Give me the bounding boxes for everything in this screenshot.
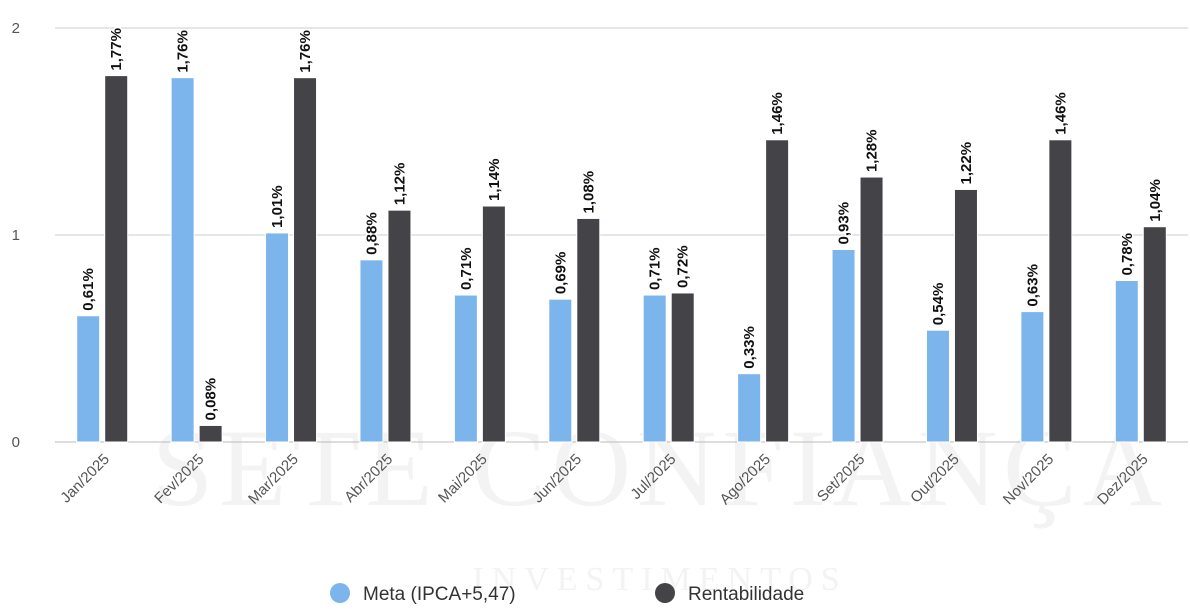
bar-meta (265, 232, 290, 443)
bar-rentabilidade (576, 217, 601, 443)
bar-meta (76, 315, 101, 443)
legend-marker (330, 583, 350, 603)
data-label: 1,76% (175, 30, 192, 73)
data-label: 1,28% (864, 129, 881, 172)
data-label: 0,54% (930, 283, 947, 326)
data-label: 0,63% (1024, 264, 1041, 307)
bar-rentabilidade (387, 209, 412, 443)
bar-rentabilidade (481, 205, 506, 443)
bar-meta (642, 294, 667, 443)
data-label: 0,33% (741, 326, 758, 369)
data-label: 1,01% (269, 185, 286, 228)
bar-rentabilidade (1048, 139, 1073, 443)
data-label: 0,71% (458, 247, 475, 290)
bar-rentabilidade (670, 292, 695, 443)
legend[interactable]: Meta (IPCA+5,47) Rentabilidade (330, 583, 804, 605)
bar-meta (1020, 311, 1045, 443)
legend-label: Rentabilidade (688, 584, 804, 605)
bar-rentabilidade (1142, 226, 1167, 443)
y-tick-label: 0 (12, 434, 20, 451)
bar-meta (359, 259, 384, 443)
data-label: 0,93% (836, 202, 853, 245)
data-label: 0,72% (675, 245, 692, 288)
legend-item[interactable]: Meta (IPCA+5,47) (330, 583, 516, 605)
data-label: 1,22% (958, 142, 975, 185)
legend-label: Meta (IPCA+5,47) (363, 584, 516, 605)
bar-meta (548, 298, 573, 443)
bar-meta (925, 329, 950, 443)
data-label: 1,12% (391, 163, 408, 206)
bars (76, 75, 1167, 443)
bar-rentabilidade (953, 188, 978, 443)
data-label: 1,08% (580, 171, 597, 214)
data-label: 0,78% (1119, 233, 1136, 276)
data-label: 1,14% (486, 158, 503, 201)
y-axis-ticks: 0 1 2 (12, 20, 20, 451)
bar-meta (737, 373, 762, 443)
bar-meta (170, 77, 195, 443)
data-label: 0,08% (203, 378, 220, 421)
bar-rentabilidade (859, 176, 884, 443)
bar-rentabilidade (293, 77, 318, 443)
data-label: 1,04% (1147, 179, 1164, 222)
data-labels: 0,61% 1,77% 1,76% 0,08% 1,01% 1,76% 0,88% 1,12%… (79, 27, 1166, 422)
bar-meta (453, 294, 478, 443)
data-label: 1,77% (108, 28, 125, 71)
data-label: 1,46% (1052, 92, 1069, 135)
bar-rentabilidade (765, 139, 790, 443)
legend-item[interactable]: Rentabilidade (655, 583, 804, 605)
data-label: 0,61% (80, 268, 97, 311)
data-label: 1,76% (297, 30, 314, 73)
bar-meta (831, 248, 856, 443)
gridlines (55, 27, 1188, 443)
data-label: 0,88% (363, 212, 380, 255)
data-label: 0,69% (552, 252, 569, 295)
legend-marker (655, 583, 675, 603)
y-tick-label: 1 (12, 227, 20, 244)
bar-meta (1114, 280, 1139, 443)
x-category-label: Jan/2025 (57, 451, 113, 507)
data-label: 1,46% (769, 92, 786, 135)
bar-rentabilidade (104, 75, 129, 443)
y-tick-label: 2 (12, 20, 20, 37)
data-label: 0,71% (647, 247, 664, 290)
bar-rentabilidade (198, 424, 223, 443)
